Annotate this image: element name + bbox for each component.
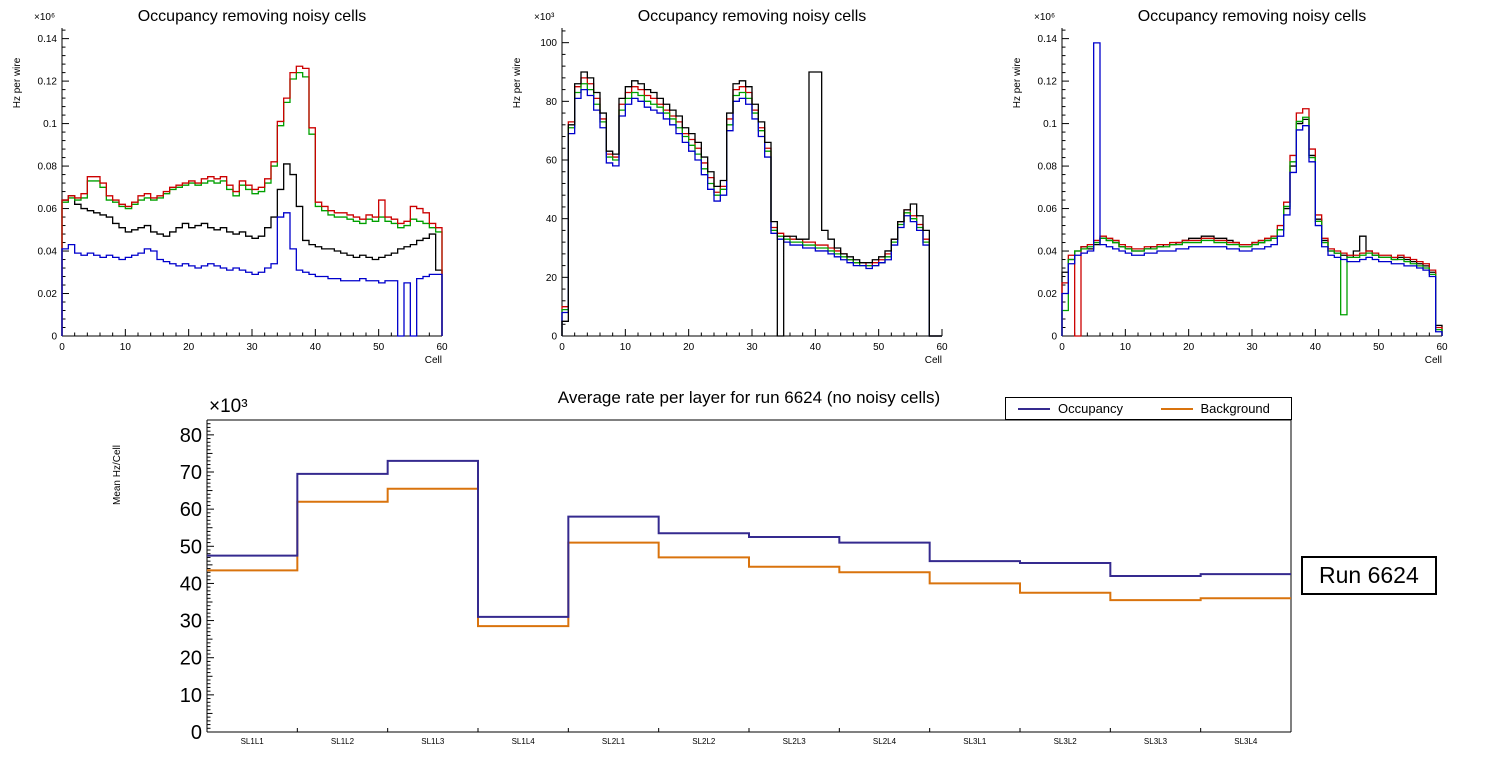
- svg-text:SL2L1: SL2L1: [602, 737, 626, 746]
- legend-item-occupancy: Occupancy: [1006, 401, 1149, 416]
- svg-text:0.1: 0.1: [1043, 119, 1057, 130]
- average-rate-chart: 0 10 20 30 40 50 60 70 80 SL1L1 SL1L2 SL1L3 SL1L4 SL2…: [100, 386, 1298, 766]
- svg-text:40: 40: [810, 342, 822, 353]
- run-label: Run 6624: [1319, 562, 1419, 588]
- svg-text:10: 10: [1120, 342, 1132, 353]
- svg-text:Cell: Cell: [425, 355, 442, 366]
- svg-text:60: 60: [436, 342, 448, 353]
- svg-text:SL3L2: SL3L2: [1054, 737, 1078, 746]
- legend-label-background: Background: [1200, 401, 1270, 416]
- svg-text:50: 50: [873, 342, 885, 353]
- svg-text:0: 0: [59, 342, 65, 353]
- occupancy-chart-middle: 0 20 40 60 80 100 0 10 20 30 40 50 60 Cell Occupancy r…: [508, 4, 956, 378]
- svg-text:0: 0: [1051, 332, 1057, 343]
- svg-text:30: 30: [180, 611, 202, 633]
- svg-text:20: 20: [183, 342, 195, 353]
- svg-text:SL1L2: SL1L2: [331, 737, 355, 746]
- svg-text:50: 50: [1373, 342, 1385, 353]
- svg-text:20: 20: [546, 273, 558, 284]
- svg-text:Hz per wire: Hz per wire: [512, 57, 523, 108]
- svg-text:10: 10: [620, 342, 632, 353]
- svg-text:30: 30: [246, 342, 258, 353]
- svg-text:0.12: 0.12: [1038, 77, 1058, 88]
- svg-text:80: 80: [180, 425, 202, 447]
- svg-text:Occupancy removing noisy cells: Occupancy removing noisy cells: [138, 8, 367, 25]
- legend: Occupancy Background: [1005, 397, 1292, 420]
- svg-text:0: 0: [51, 332, 57, 343]
- legend-label-occupancy: Occupancy: [1058, 401, 1124, 416]
- svg-text:0.08: 0.08: [1038, 162, 1058, 173]
- svg-text:20: 20: [683, 342, 695, 353]
- svg-text:30: 30: [746, 342, 758, 353]
- occupancy-right-svg: 0 0.02 0.04 0.06 0.08 0.1 0.12 0.14 0 10 20 30 40 50 6…: [1012, 8, 1448, 366]
- legend-swatch-background: [1160, 407, 1193, 410]
- svg-text:SL1L4: SL1L4: [512, 737, 536, 746]
- svg-text:0: 0: [551, 332, 557, 343]
- svg-text:0.14: 0.14: [38, 34, 58, 45]
- svg-text:0.04: 0.04: [38, 247, 58, 258]
- svg-text:0.12: 0.12: [38, 77, 58, 88]
- svg-text:Occupancy removing noisy cells: Occupancy removing noisy cells: [638, 8, 867, 25]
- svg-text:40: 40: [310, 342, 322, 353]
- svg-text:×10³: ×10³: [209, 396, 248, 417]
- legend-swatch-occupancy: [1018, 407, 1050, 410]
- svg-text:0: 0: [1059, 342, 1065, 353]
- svg-text:80: 80: [546, 97, 558, 108]
- svg-text:0.02: 0.02: [38, 289, 58, 300]
- svg-text:40: 40: [546, 214, 558, 225]
- svg-text:Cell: Cell: [925, 355, 942, 366]
- svg-text:0.14: 0.14: [1038, 34, 1058, 45]
- occupancy-chart-right: 0 0.02 0.04 0.06 0.08 0.1 0.12 0.14 0 10 20 30 40 50 6…: [1008, 4, 1456, 378]
- svg-text:70: 70: [180, 462, 202, 484]
- svg-text:10: 10: [180, 685, 202, 707]
- svg-text:0.02: 0.02: [1038, 289, 1058, 300]
- svg-text:SL3L4: SL3L4: [1234, 737, 1258, 746]
- svg-text:40: 40: [1310, 342, 1322, 353]
- svg-text:10: 10: [120, 342, 132, 353]
- svg-text:×10⁶: ×10⁶: [34, 12, 55, 23]
- svg-text:100: 100: [540, 38, 557, 49]
- svg-text:×10⁶: ×10⁶: [1034, 12, 1055, 23]
- svg-text:Average rate per layer for run: Average rate per layer for run 6624 (no …: [558, 388, 940, 407]
- occupancy-left-svg: 0 0.02 0.04 0.06 0.08 0.1 0.12 0.14 0 10 20 30 40 50 6…: [12, 8, 448, 366]
- svg-text:0.06: 0.06: [1038, 204, 1058, 215]
- occupancy-chart-left: 0 0.02 0.04 0.06 0.08 0.1 0.12 0.14 0 10 20 30 40 50 6…: [8, 4, 456, 378]
- svg-text:SL3L3: SL3L3: [1144, 737, 1168, 746]
- run-label-box: Run 6624: [1301, 556, 1437, 595]
- svg-text:SL2L2: SL2L2: [692, 737, 716, 746]
- svg-text:40: 40: [180, 573, 202, 595]
- svg-text:SL2L4: SL2L4: [873, 737, 897, 746]
- svg-text:60: 60: [546, 156, 558, 167]
- occupancy-middle-svg: 0 20 40 60 80 100 0 10 20 30 40 50 60 Cell Occupancy r…: [512, 8, 948, 366]
- svg-text:Occupancy removing noisy cells: Occupancy removing noisy cells: [1138, 8, 1367, 25]
- svg-text:Hz per wire: Hz per wire: [1012, 57, 1023, 108]
- svg-text:SL2L3: SL2L3: [783, 737, 807, 746]
- svg-text:×10³: ×10³: [534, 12, 555, 23]
- svg-text:0: 0: [559, 342, 565, 353]
- svg-text:60: 60: [180, 499, 202, 521]
- svg-text:SL3L1: SL3L1: [963, 737, 987, 746]
- svg-text:SL1L3: SL1L3: [421, 737, 445, 746]
- legend-item-background: Background: [1149, 401, 1292, 416]
- svg-text:60: 60: [1436, 342, 1448, 353]
- svg-text:Hz per wire: Hz per wire: [12, 57, 23, 108]
- svg-text:20: 20: [180, 648, 202, 670]
- svg-text:50: 50: [373, 342, 385, 353]
- svg-text:20: 20: [1183, 342, 1195, 353]
- svg-text:0.04: 0.04: [1038, 247, 1058, 258]
- svg-text:30: 30: [1246, 342, 1258, 353]
- svg-text:0.1: 0.1: [43, 119, 57, 130]
- svg-text:60: 60: [936, 342, 948, 353]
- svg-text:50: 50: [180, 536, 202, 558]
- average-rate-svg: 0 10 20 30 40 50 60 70 80 SL1L1 SL1L2 SL1L3 SL1L4 SL2…: [112, 388, 1292, 746]
- svg-text:SL1L1: SL1L1: [241, 737, 265, 746]
- svg-text:Mean Hz/Cell: Mean Hz/Cell: [112, 445, 123, 505]
- svg-text:Cell: Cell: [1425, 355, 1442, 366]
- svg-text:0: 0: [191, 722, 202, 744]
- svg-text:0.08: 0.08: [38, 162, 58, 173]
- svg-text:0.06: 0.06: [38, 204, 58, 215]
